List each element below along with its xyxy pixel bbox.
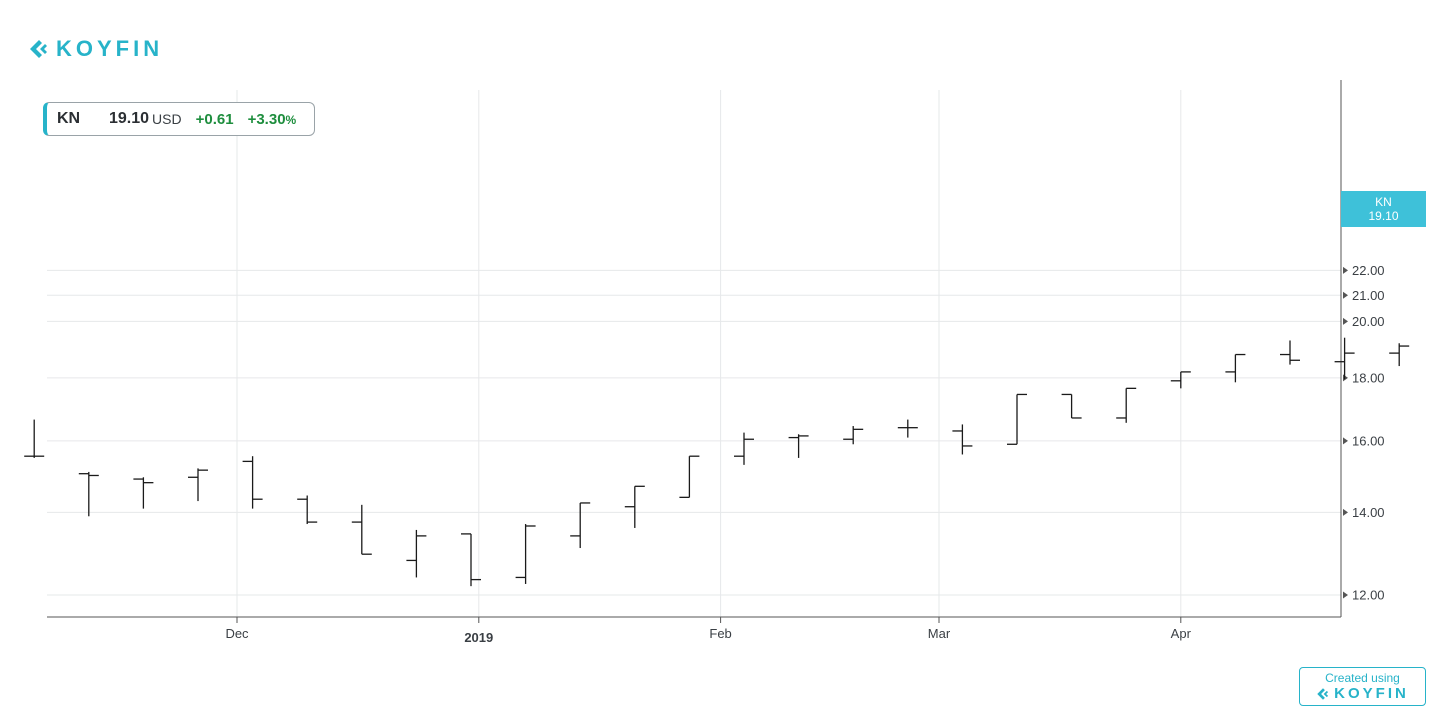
logo-text: KOYFIN <box>56 36 164 61</box>
koyfin-logo[interactable]: KOYFIN <box>28 36 163 62</box>
ohlc-bar[interactable] <box>24 419 45 458</box>
koyfin-chevron-icon <box>30 40 47 58</box>
ohlc-bar[interactable] <box>843 426 864 445</box>
footer-brand: KOYFIN <box>1300 685 1425 702</box>
ohlc-bar[interactable] <box>1389 343 1410 367</box>
quote-change-pct: +3.30% <box>248 111 297 128</box>
ohlc-bar[interactable] <box>570 502 591 549</box>
ohlc-bar[interactable] <box>1007 393 1027 445</box>
y-tick-arrow <box>1343 508 1348 516</box>
ohlc-bar[interactable] <box>351 504 372 555</box>
ohlc-bar[interactable] <box>734 432 754 465</box>
ohlc-bar[interactable] <box>297 495 318 525</box>
ohlc-bar[interactable] <box>1116 387 1137 423</box>
last-price-badge: KN 19.10 <box>1341 191 1426 227</box>
quote-pct-sign: % <box>285 112 297 127</box>
x-tick-label: Apr <box>1171 626 1192 641</box>
chart-axes: 22.00 21.00 20.00 18.00 16.00 14.00 12.00 Dec 20… <box>47 80 1385 645</box>
x-tick-label: Mar <box>928 626 951 641</box>
ohlc-bar[interactable] <box>515 524 536 584</box>
ohlc-bar[interactable] <box>406 529 427 578</box>
ohlc-bar[interactable] <box>78 471 99 517</box>
badge-symbol: KN <box>1375 195 1392 209</box>
quote-currency: USD <box>152 111 182 127</box>
y-tick-arrow <box>1343 374 1348 382</box>
quote-change-pct-value: +3.30 <box>247 110 286 128</box>
created-using-label: Created using <box>1325 671 1400 685</box>
ohlc-bar[interactable] <box>624 485 645 528</box>
ohlc-bar[interactable] <box>1225 353 1246 383</box>
ohlc-bar[interactable] <box>242 456 263 509</box>
ohlc-bar[interactable] <box>1061 393 1082 419</box>
y-tick-label: 20.00 <box>1352 314 1385 329</box>
x-tick-label: Dec <box>225 626 249 641</box>
koyfin-chevron-icon <box>1317 687 1329 700</box>
y-tick-label: 18.00 <box>1352 370 1385 385</box>
ohlc-bar[interactable] <box>133 477 154 509</box>
x-tick-label: Feb <box>709 626 731 641</box>
quote-change: +0.61 <box>195 110 234 128</box>
y-tick-label: 21.00 <box>1352 288 1385 303</box>
ohlc-bar[interactable] <box>1334 337 1355 380</box>
y-tick-arrow <box>1343 591 1348 599</box>
ohlc-bar[interactable] <box>679 455 700 498</box>
footer-brand-text: KOYFIN <box>1334 685 1409 702</box>
y-tick-arrow <box>1343 317 1348 325</box>
quote-box[interactable]: KN 19.10 USD +0.61 +3.30% <box>43 102 315 136</box>
ohlc-bar[interactable] <box>788 434 809 458</box>
chart-grid <box>47 90 1341 617</box>
ohlc-bar[interactable] <box>461 533 481 587</box>
ohlc-bar[interactable] <box>897 419 918 438</box>
ohlc-bars <box>24 337 1410 587</box>
ohlc-bar[interactable] <box>952 424 973 455</box>
y-tick-label: 22.00 <box>1352 263 1385 278</box>
created-using-koyfin-link[interactable]: Created using KOYFIN <box>1299 667 1426 706</box>
badge-price: 19.10 <box>1368 209 1399 223</box>
quote-symbol: KN <box>57 110 81 127</box>
y-tick-label: 16.00 <box>1352 433 1385 448</box>
x-tick-label: 2019 <box>464 630 493 645</box>
y-tick-label: 12.00 <box>1352 588 1385 603</box>
quote-price: 19.10 <box>109 110 150 127</box>
y-tick-arrow <box>1343 437 1348 445</box>
ohlc-bar[interactable] <box>188 468 208 502</box>
ohlc-bar[interactable] <box>1170 371 1191 389</box>
y-tick-arrow <box>1343 266 1348 274</box>
y-tick-arrow <box>1343 291 1348 299</box>
y-tick-label: 14.00 <box>1352 505 1385 520</box>
ohlc-bar[interactable] <box>1280 340 1300 365</box>
